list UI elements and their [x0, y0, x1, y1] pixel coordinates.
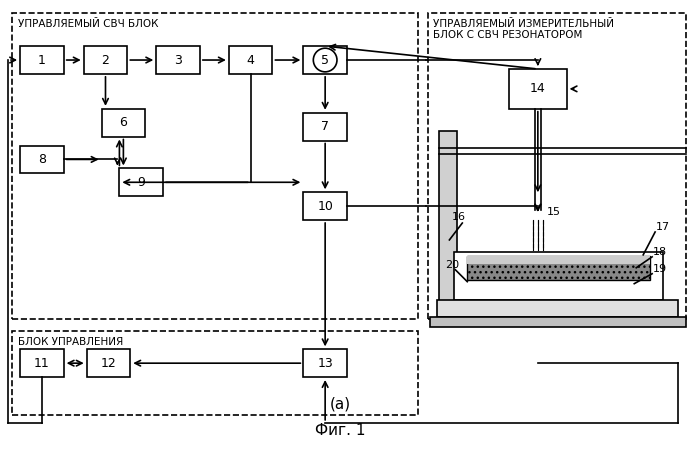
- Bar: [20, 46, 64, 74]
- Circle shape: [313, 48, 337, 72]
- Bar: [303, 113, 347, 141]
- Text: 15: 15: [547, 207, 561, 217]
- Text: 10: 10: [317, 200, 333, 213]
- Bar: [509, 69, 567, 109]
- Text: 12: 12: [101, 356, 116, 370]
- Bar: [87, 349, 130, 377]
- Bar: [303, 349, 347, 377]
- Text: 20: 20: [445, 260, 459, 270]
- Bar: [20, 145, 64, 173]
- Bar: [303, 46, 347, 74]
- Bar: [429, 318, 686, 327]
- Bar: [84, 46, 127, 74]
- Bar: [12, 331, 417, 415]
- Bar: [454, 252, 663, 300]
- Text: 17: 17: [656, 222, 670, 232]
- Bar: [229, 46, 273, 74]
- Text: (a): (a): [329, 396, 351, 411]
- Text: УПРАВЛЯЕМЫЙ СВЧ БЛОК: УПРАВЛЯЕМЫЙ СВЧ БЛОК: [18, 19, 159, 29]
- Text: 11: 11: [34, 356, 50, 370]
- Bar: [467, 256, 650, 280]
- Bar: [120, 168, 163, 196]
- Text: Фиг. 1: Фиг. 1: [315, 423, 366, 438]
- Text: 19: 19: [653, 264, 668, 274]
- Bar: [156, 46, 200, 74]
- Text: 5: 5: [321, 53, 329, 67]
- Text: УПРАВЛЯЕМЫЙ ИЗМЕРИТЕЛЬНЫЙ: УПРАВЛЯЕМЫЙ ИЗМЕРИТЕЛЬНЫЙ: [433, 19, 614, 29]
- Text: БЛОК УПРАВЛЕНИЯ: БЛОК УПРАВЛЕНИЯ: [18, 337, 123, 347]
- Text: 6: 6: [120, 116, 127, 129]
- Bar: [101, 109, 145, 137]
- Text: 13: 13: [317, 356, 333, 370]
- Text: 7: 7: [321, 120, 329, 133]
- Bar: [467, 256, 650, 264]
- Bar: [12, 13, 417, 319]
- Bar: [438, 300, 678, 318]
- Bar: [303, 192, 347, 220]
- Text: 1: 1: [38, 53, 46, 67]
- Text: 16: 16: [452, 212, 466, 222]
- Bar: [428, 13, 686, 319]
- Text: 9: 9: [137, 176, 145, 189]
- Bar: [20, 349, 64, 377]
- Bar: [440, 131, 457, 319]
- Text: 3: 3: [174, 53, 182, 67]
- Text: 2: 2: [101, 53, 110, 67]
- Text: БЛОК С СВЧ РЕЗОНАТОРОМ: БЛОК С СВЧ РЕЗОНАТОРОМ: [433, 30, 583, 40]
- Text: 14: 14: [530, 82, 546, 96]
- Text: 8: 8: [38, 153, 46, 166]
- Text: 4: 4: [247, 53, 254, 67]
- Text: 18: 18: [653, 247, 668, 257]
